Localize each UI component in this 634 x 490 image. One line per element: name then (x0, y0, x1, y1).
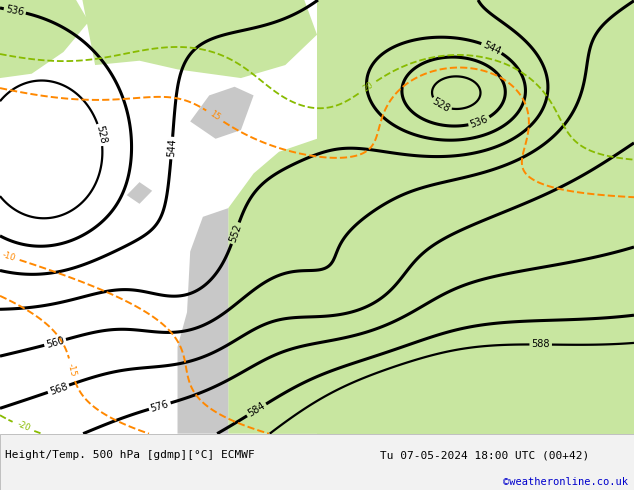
Text: 528: 528 (430, 96, 451, 114)
Text: 544: 544 (481, 39, 502, 56)
Text: 552: 552 (228, 222, 243, 244)
Polygon shape (317, 122, 431, 434)
Text: 568: 568 (48, 381, 69, 396)
Polygon shape (317, 0, 634, 434)
Polygon shape (0, 0, 89, 78)
Text: 584: 584 (246, 401, 267, 419)
Text: 20: 20 (361, 80, 375, 94)
Text: 560: 560 (45, 335, 65, 350)
Text: Height/Temp. 500 hPa [gdmp][°C] ECMWF: Height/Temp. 500 hPa [gdmp][°C] ECMWF (5, 450, 255, 460)
Text: 576: 576 (150, 399, 170, 414)
Text: ©weatheronline.co.uk: ©weatheronline.co.uk (503, 477, 628, 487)
Text: Tu 07-05-2024 18:00 UTC (00+42): Tu 07-05-2024 18:00 UTC (00+42) (380, 450, 590, 460)
Text: 544: 544 (166, 138, 178, 158)
Text: 588: 588 (531, 340, 550, 349)
Polygon shape (228, 325, 634, 434)
Polygon shape (190, 87, 254, 139)
Polygon shape (82, 0, 317, 78)
Text: 15: 15 (208, 109, 222, 122)
Text: 536: 536 (5, 4, 25, 18)
Text: 536: 536 (469, 114, 489, 130)
Text: 528: 528 (94, 125, 107, 145)
Polygon shape (127, 182, 152, 204)
Text: -10: -10 (1, 250, 16, 263)
FancyBboxPatch shape (0, 434, 634, 490)
Text: -20: -20 (15, 420, 31, 433)
Text: -15: -15 (66, 362, 78, 377)
Polygon shape (228, 139, 317, 434)
Polygon shape (178, 208, 228, 434)
